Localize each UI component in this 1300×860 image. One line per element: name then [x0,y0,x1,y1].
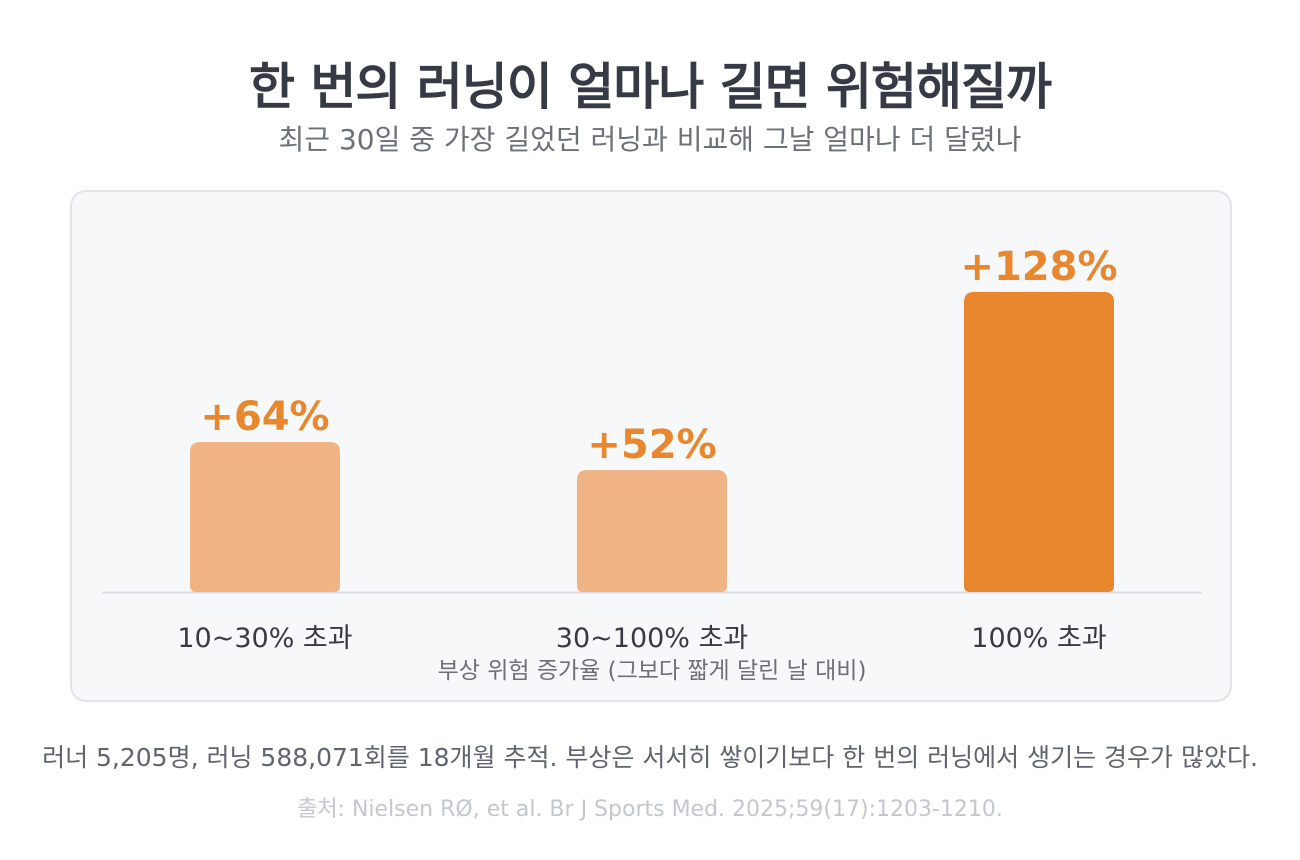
category-label-3: 100% 초과 [971,623,1106,654]
x-axis-label: 부상 위험 증가율 (그보다 짧게 달린 날 대비) [438,658,867,684]
footnote: 러너 5,205명, 러닝 588,071회를 18개월 추적. 부상은 서서히… [42,743,1258,772]
source-citation: 출처: Nielsen RØ, et al. Br J Sports Med. … [297,797,1003,822]
value-label-2: +52% [587,422,716,468]
category-label-1: 10~30% 초과 [177,623,352,654]
bar-2 [577,470,727,592]
chart-title: 한 번의 러닝이 얼마나 길면 위험해질까 [248,58,1052,116]
value-label-3: +128% [960,244,1117,290]
chart-subtitle: 최근 30일 중 가장 길었던 러닝과 비교해 그날 얼마나 더 달렸나 [278,123,1022,156]
bar-chart: +64% 10~30% 초과 +52% 30~100% 초과 +128% 100% 초과부… [102,244,1202,684]
bar-1 [190,442,340,592]
value-label-1: +64% [200,394,329,440]
bar-3 [964,292,1114,592]
category-label-2: 30~100% 초과 [556,623,748,654]
